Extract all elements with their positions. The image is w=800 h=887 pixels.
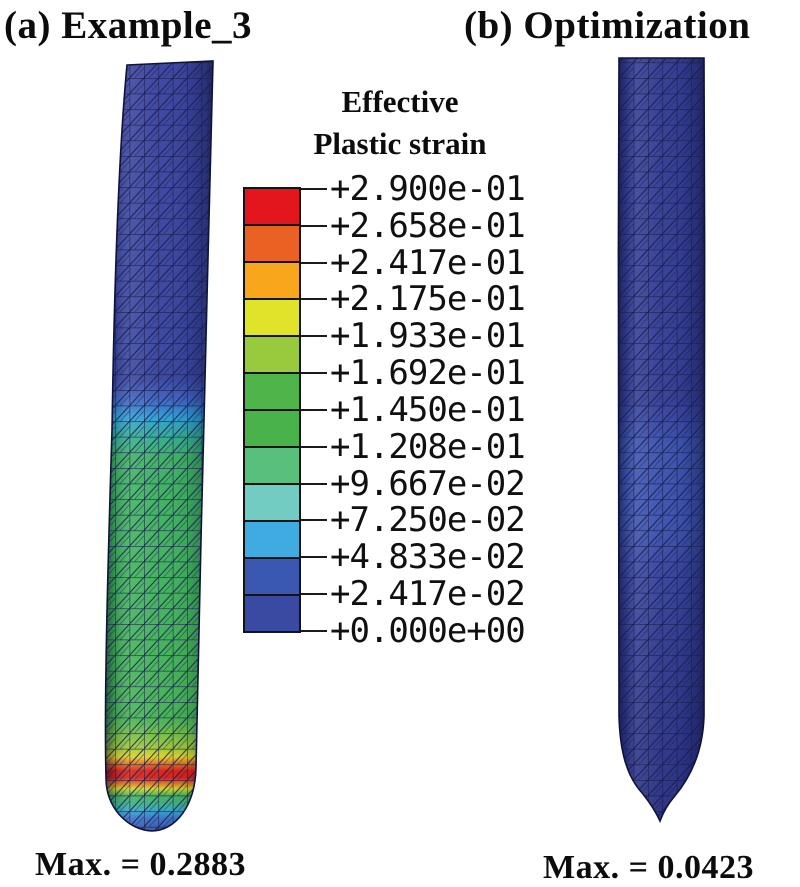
legend-tick [301, 519, 327, 521]
legend-value: +0.000e+00 [330, 611, 526, 651]
panel-b-title: (b) Optimization [464, 4, 751, 47]
legend-band [245, 226, 299, 263]
legend-tick [301, 262, 327, 264]
legend-band [245, 300, 299, 337]
legend-title: Effective Plastic strain [250, 81, 550, 165]
legend-value: +9.667e-02 [330, 464, 526, 504]
legend-value: +2.658e-01 [330, 206, 526, 246]
legend-entry: +0.000e+00 [301, 611, 526, 651]
legend-tick [301, 556, 327, 558]
legend-tick [301, 409, 327, 411]
legend-entry: +7.250e-02 [301, 500, 526, 540]
legend-value: +2.417e-01 [330, 243, 526, 283]
legend-band [245, 485, 299, 522]
legend-band [245, 263, 299, 300]
legend-entry: +1.692e-01 [301, 353, 526, 393]
legend-title-line2: Plastic strain [313, 126, 487, 161]
legend-band [245, 559, 299, 596]
pile-a-mesh-model [104, 60, 214, 832]
legend-entry: +4.833e-02 [301, 537, 526, 577]
legend-entry: +2.175e-01 [301, 279, 526, 319]
legend-tick [301, 188, 327, 190]
legend-band [245, 337, 299, 374]
legend-band [245, 374, 299, 411]
panel-b-max-label: Max. = 0.0423 [543, 849, 754, 886]
legend-entry: +9.667e-02 [301, 464, 526, 504]
legend-tick [301, 593, 327, 595]
legend-colorbar [243, 187, 301, 633]
legend-value: +1.692e-01 [330, 353, 526, 393]
legend-band [245, 448, 299, 485]
legend-tick [301, 225, 327, 227]
legend-entry: +2.417e-02 [301, 574, 526, 614]
legend-band [245, 411, 299, 448]
panel-a-max-label: Max. = 0.2883 [35, 846, 246, 883]
legend-value: +1.208e-01 [330, 427, 526, 467]
legend-title-line1: Effective [341, 84, 459, 119]
legend-entry: +2.900e-01 [301, 169, 526, 209]
legend-entry: +2.658e-01 [301, 206, 526, 246]
legend-value: +2.175e-01 [330, 279, 526, 319]
legend-tick [301, 446, 327, 448]
legend-tick [301, 483, 327, 485]
legend-entry: +1.933e-01 [301, 316, 526, 356]
legend-tick [301, 372, 327, 374]
legend-entry: +1.208e-01 [301, 427, 526, 467]
legend-tick [301, 335, 327, 337]
legend-value: +1.933e-01 [330, 316, 526, 356]
legend-band [245, 522, 299, 559]
legend-tick [301, 298, 327, 300]
legend-value: +4.833e-02 [330, 537, 526, 577]
pile-b-mesh-model [617, 57, 706, 824]
legend-value: +1.450e-01 [330, 390, 526, 430]
legend-band [245, 189, 299, 226]
legend-entry: +1.450e-01 [301, 390, 526, 430]
legend-value: +2.417e-02 [330, 574, 526, 614]
legend-entry: +2.417e-01 [301, 243, 526, 283]
panel-a-title: (a) Example_3 [4, 4, 253, 47]
legend-value: +7.250e-02 [330, 500, 526, 540]
legend-tick [301, 630, 327, 632]
legend-value: +2.900e-01 [330, 169, 526, 209]
legend-band [245, 596, 299, 631]
